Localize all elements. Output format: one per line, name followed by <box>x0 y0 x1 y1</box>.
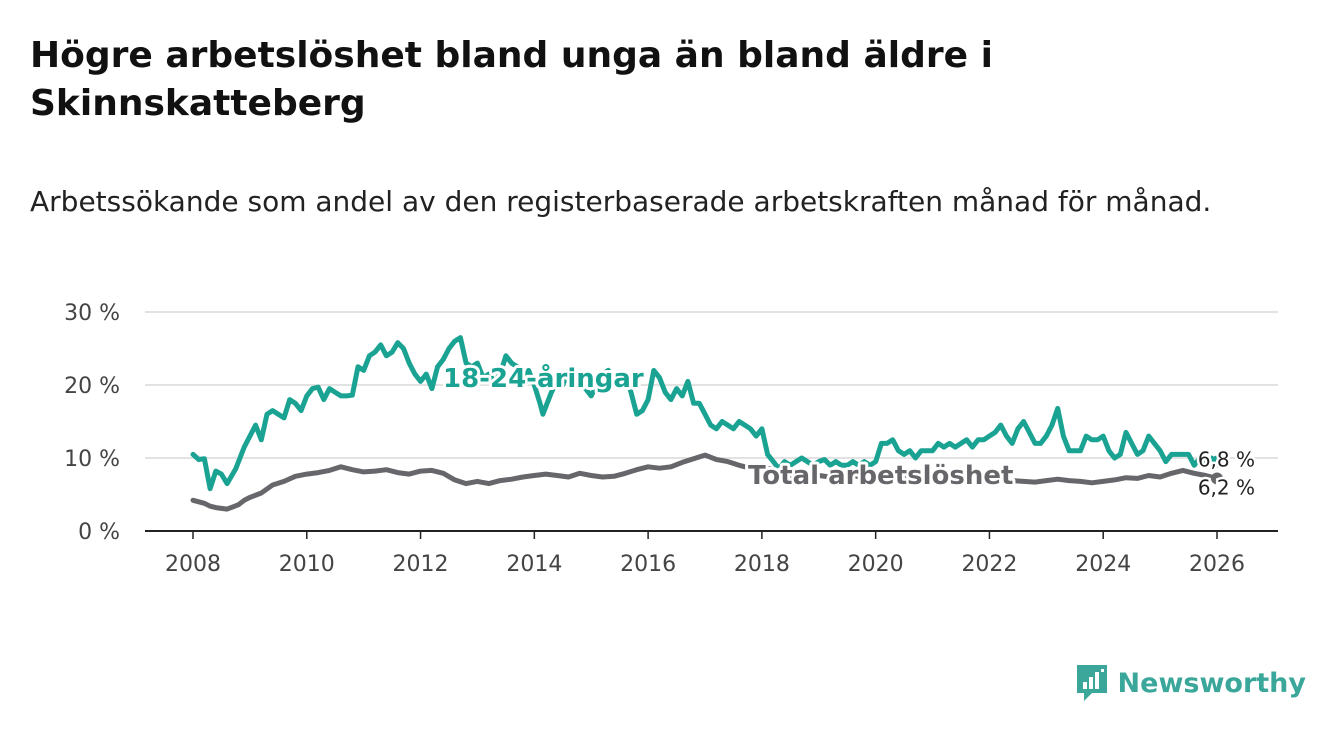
y-tick-label: 10 % <box>64 447 120 472</box>
end-value-total: 6,8 % <box>1198 447 1255 471</box>
chart-subtitle: Arbetssökande som andel av den registerb… <box>30 185 1212 218</box>
y-axis-ticks: 0 % 10 % 20 % 30 % <box>64 301 120 545</box>
series-labels: 18-24-åringar Total arbetslöshet 6,8 % 6… <box>440 359 1258 502</box>
series-end-dot-18-24 <box>1211 455 1223 468</box>
x-tick-label: 2026 <box>1189 552 1245 577</box>
y-tick-label: 20 % <box>64 374 120 399</box>
end-value-18-24: 6,2 % <box>1198 476 1255 500</box>
gridlines <box>145 311 1278 459</box>
x-tick-label: 2020 <box>848 552 904 577</box>
x-tick-label: 2024 <box>1075 552 1131 577</box>
series-lines <box>190 335 1223 512</box>
x-axis-ticks: 2008 2010 2012 2014 2016 2018 2020 2022 2024 2026 <box>165 531 1245 577</box>
x-tick-label: 2018 <box>734 552 790 577</box>
newsworthy-logo: Newsworthy <box>1074 662 1306 704</box>
y-tick-label: 0 % <box>78 520 120 545</box>
newsworthy-logo-text: Newsworthy <box>1117 667 1306 699</box>
x-tick-label: 2010 <box>279 552 335 577</box>
x-tick-label: 2022 <box>961 552 1017 577</box>
x-tick-label: 2012 <box>393 552 449 577</box>
series-line-18-24 <box>190 335 1220 492</box>
x-tick-label: 2016 <box>620 552 676 577</box>
y-tick-label: 30 % <box>64 301 120 326</box>
chart-title: Högre arbetslöshet bland unga än bland ä… <box>30 35 993 124</box>
series-label-18-24: 18-24-åringar <box>443 362 644 394</box>
newsworthy-logo-icon <box>1076 665 1107 701</box>
series-line-total <box>190 452 1220 512</box>
series-end-dot-total <box>1211 472 1223 485</box>
x-tick-label: 2014 <box>506 552 562 577</box>
series-label-total: Total arbetslöshet <box>748 461 1013 491</box>
x-tick-label: 2008 <box>165 552 221 577</box>
